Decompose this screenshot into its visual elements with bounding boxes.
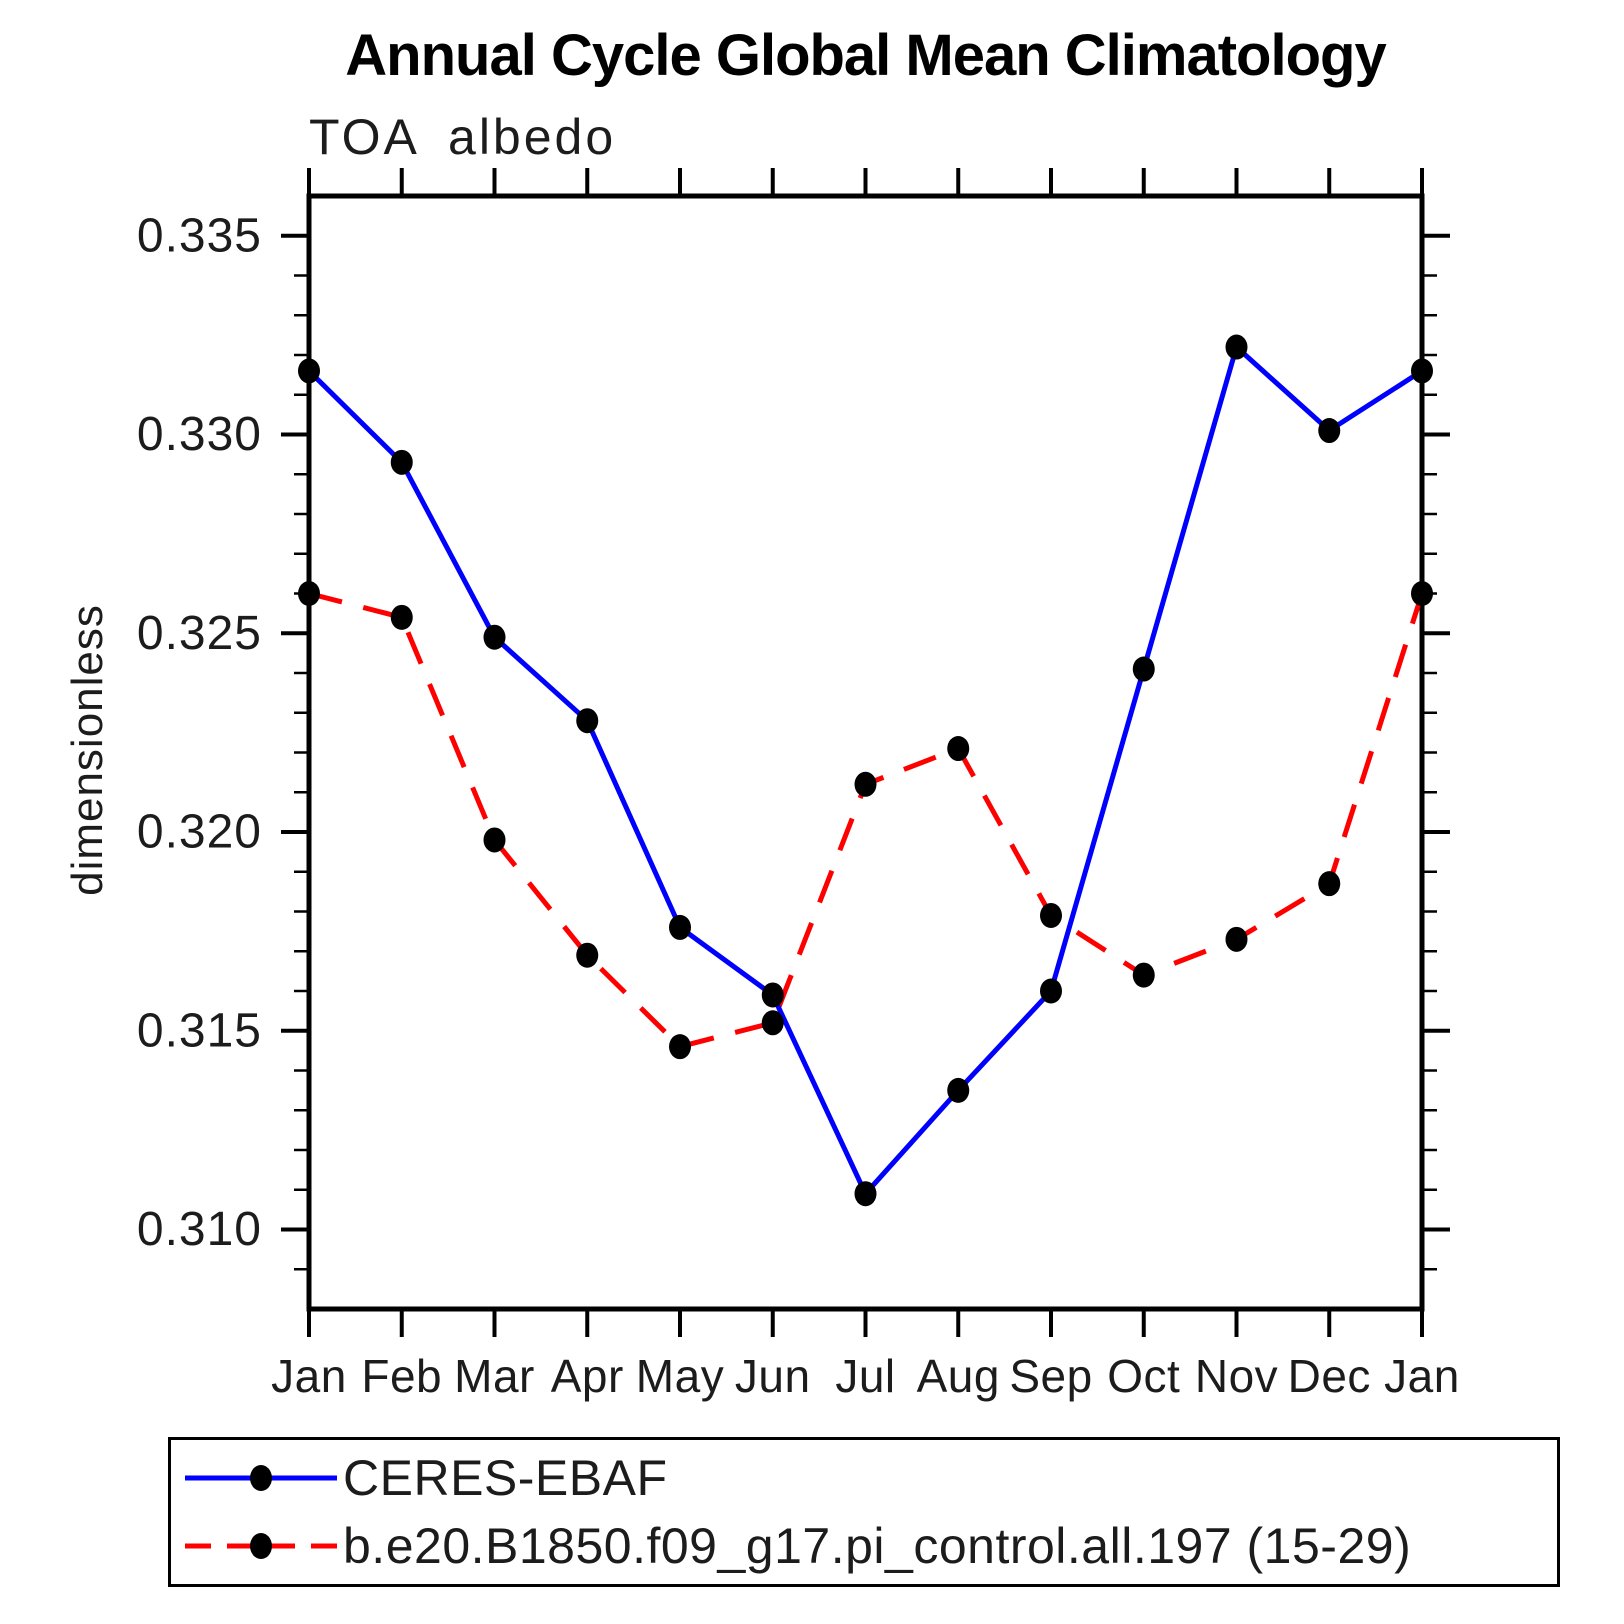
data-point-marker	[390, 449, 413, 475]
x-tick-label: Dec	[1288, 1350, 1371, 1402]
data-point-marker	[1411, 581, 1433, 606]
data-point-marker	[1225, 926, 1248, 952]
data-point-marker	[576, 942, 599, 968]
data-point-marker	[483, 827, 506, 853]
legend-marker-icon	[250, 1533, 272, 1559]
x-tick-label: Oct	[1107, 1350, 1180, 1402]
data-point-marker	[947, 1077, 970, 1103]
y-tick-labels: 0.310 0.315 0.320 0.325 0.330 0.335	[137, 209, 262, 1256]
legend: CERES-EBAF b.e20.B1850.f09_g17.pi_contro…	[168, 1437, 1560, 1587]
data-point-marker	[854, 771, 877, 797]
y-tick-label: 0.320	[137, 806, 262, 859]
data-point-marker	[1411, 358, 1433, 384]
y-tick-label: 0.335	[137, 209, 262, 262]
legend-item-ceres-ebaf: CERES-EBAF	[181, 1449, 1557, 1507]
data-point-marker	[669, 914, 691, 940]
x-tick-labels: Jan Feb Mar Apr May Jun Jul Aug Sep Oct Nov Dec Jan	[271, 1350, 1460, 1402]
x-tick-label: May	[636, 1350, 724, 1402]
x-tick-label: Mar	[454, 1350, 535, 1402]
data-point-marker	[854, 1181, 877, 1207]
legend-label: CERES-EBAF	[343, 1450, 668, 1506]
x-tick-label: Aug	[917, 1350, 1000, 1402]
series-line-ceres-ebaf	[307, 342, 1424, 1199]
y-tick-label: 0.310	[137, 1203, 262, 1256]
data-point-marker	[761, 1010, 784, 1036]
legend-marker-icon	[250, 1465, 272, 1491]
x-axis-ticks	[307, 168, 1424, 1337]
x-tick-label: Jul	[835, 1350, 895, 1402]
data-point-marker	[1225, 334, 1248, 360]
data-point-marker	[390, 604, 413, 630]
x-tick-label: Jan	[271, 1350, 347, 1402]
y-tick-label: 0.330	[137, 408, 262, 461]
chart-subtitle: TOA albedo	[309, 109, 617, 165]
series-markers-model-run	[298, 581, 1433, 1060]
y-axis-major-ticks	[281, 233, 1450, 1232]
series-markers-ceres-ebaf	[298, 334, 1433, 1207]
x-tick-label: Jan	[1384, 1350, 1460, 1402]
legend-line-dashed-icon	[185, 1533, 337, 1559]
data-point-marker	[669, 1034, 691, 1060]
y-tick-label: 0.315	[137, 1004, 262, 1057]
data-point-marker	[761, 982, 784, 1008]
data-point-marker	[1040, 978, 1062, 1004]
x-tick-label: Feb	[361, 1350, 442, 1402]
x-tick-label: Nov	[1195, 1350, 1278, 1402]
data-point-marker	[483, 624, 506, 650]
data-point-marker	[1318, 871, 1341, 897]
series-line-model-run	[308, 591, 1425, 1050]
x-tick-label: Apr	[551, 1350, 624, 1402]
data-point-marker	[947, 736, 970, 762]
x-tick-label: Jun	[735, 1350, 811, 1402]
data-point-marker	[576, 708, 599, 734]
data-point-marker	[298, 358, 320, 384]
data-point-marker	[1318, 418, 1341, 444]
chart-title: Annual Cycle Global Mean Climatology	[345, 23, 1386, 88]
data-point-marker	[298, 581, 320, 606]
y-tick-label: 0.325	[137, 607, 262, 660]
data-point-marker	[1040, 902, 1062, 928]
data-point-marker	[1132, 962, 1155, 988]
legend-label: b.e20.B1850.f09_g17.pi_control.all.197 (…	[343, 1518, 1412, 1574]
x-tick-label: Sep	[1009, 1350, 1092, 1402]
legend-item-model-run: b.e20.B1850.f09_g17.pi_control.all.197 (…	[181, 1517, 1557, 1575]
legend-line-solid-icon	[185, 1465, 337, 1491]
plot-frame	[306, 193, 1425, 1312]
data-point-marker	[1132, 656, 1155, 682]
y-axis-label: dimensionless	[63, 604, 112, 896]
